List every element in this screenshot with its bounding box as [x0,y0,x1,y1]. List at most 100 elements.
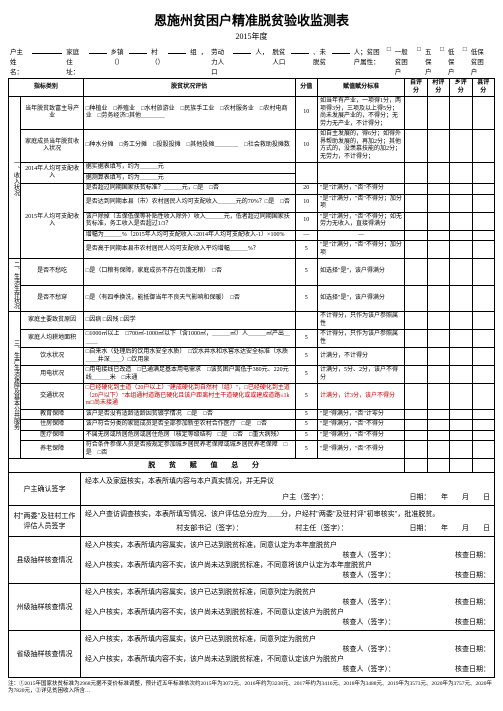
cell[interactable] [405,241,427,259]
cell[interactable] [472,97,495,130]
xiang-blank[interactable] [129,46,147,54]
cell[interactable] [405,312,427,330]
cell[interactable] [472,459,495,473]
cell[interactable] [427,420,449,431]
cell[interactable] [405,212,427,230]
sig4-who2[interactable]: 核查人（签字）： [343,618,396,626]
cell[interactable] [450,430,472,441]
cell[interactable] [405,459,427,473]
ldl-blank[interactable] [233,46,251,54]
cell[interactable] [472,212,495,230]
cell[interactable] [472,409,495,420]
cell[interactable] [450,348,472,366]
cell[interactable] [450,241,472,259]
cell[interactable] [405,97,427,130]
cell[interactable] [405,348,427,366]
cell[interactable] [405,384,427,410]
cell[interactable] [472,194,495,212]
cell[interactable] [472,420,495,431]
cell[interactable] [427,194,449,212]
cell[interactable] [450,441,472,459]
cell[interactable] [450,163,472,184]
cell[interactable] [405,163,427,184]
sig3-who2[interactable]: 核查人（签字）： [343,571,396,579]
cell[interactable] [450,130,472,163]
cell[interactable] [427,285,449,312]
cell[interactable] [450,184,472,195]
cell[interactable] [450,384,472,410]
cell[interactable] [427,312,449,330]
cell[interactable] [450,194,472,212]
cell[interactable] [450,230,472,241]
cun-blank[interactable] [168,46,186,54]
cell[interactable] [405,409,427,420]
sig4-date2[interactable]: 核查日期： [455,618,490,626]
cell[interactable] [427,212,449,230]
cell[interactable] [427,409,449,420]
sig5-who2[interactable]: 核查人（签字）： [343,665,396,673]
cell[interactable] [472,312,495,330]
cell[interactable] [427,97,449,130]
sig5-who1[interactable]: 核查人（签字）： [343,645,396,653]
cell[interactable] [450,330,472,348]
cell[interactable] [472,230,495,241]
cell[interactable] [472,384,495,410]
cell[interactable] [405,330,427,348]
sig2-date[interactable]: 日期： 年 月 日 [410,524,491,532]
cell[interactable] [472,163,495,184]
cell[interactable] [472,285,495,312]
cell[interactable] [472,130,495,163]
cell[interactable] [450,459,472,473]
cell[interactable] [472,259,495,286]
cell[interactable] [472,241,495,259]
sig1-who[interactable]: 户主（签字）： [282,493,328,501]
cell[interactable] [405,285,427,312]
wtp-blank[interactable] [332,46,350,54]
cell[interactable] [450,259,472,286]
cell[interactable] [427,348,449,366]
cell[interactable] [472,366,495,384]
cell[interactable] [427,459,449,473]
addr-blank[interactable] [89,46,107,54]
cell[interactable] [427,130,449,163]
cell[interactable] [450,366,472,384]
cell[interactable] [472,430,495,441]
cell[interactable] [472,184,495,195]
sig3-date1[interactable]: 核查日期： [455,551,490,559]
cell[interactable] [405,441,427,459]
cell[interactable] [427,330,449,348]
chk-dibaopin[interactable] [463,46,467,76]
cell[interactable] [427,430,449,441]
cell[interactable] [427,384,449,410]
sig2-who[interactable]: 村支部书记（签字）： 村主任（签字）： [176,524,348,532]
cell[interactable] [427,184,449,195]
cell[interactable] [472,330,495,348]
cell[interactable] [405,130,427,163]
sig4-who1[interactable]: 核查人（签字）： [343,598,396,606]
cell[interactable] [472,348,495,366]
cell[interactable] [450,285,472,312]
cell[interactable] [450,420,472,431]
sig4-date1[interactable]: 核查日期： [455,598,490,606]
sig5-date1[interactable]: 核查日期： [455,645,490,653]
cell[interactable] [427,366,449,384]
cell[interactable] [450,212,472,230]
cell[interactable] [450,97,472,130]
cell[interactable] [472,441,495,459]
sig3-who1[interactable]: 核查人（签字）： [343,551,396,559]
cell[interactable] [427,259,449,286]
cell[interactable] [405,420,427,431]
chk-general[interactable] [387,46,391,76]
cell[interactable] [405,230,427,241]
sig1-date[interactable]: 日期： 年 月 日 [410,493,491,501]
cell[interactable] [405,184,427,195]
cell[interactable] [427,163,449,184]
cell[interactable] [427,241,449,259]
cell[interactable] [427,441,449,459]
cell[interactable] [450,312,472,330]
cell[interactable] [405,430,427,441]
cell[interactable] [450,409,472,420]
cell[interactable] [318,163,405,184]
cell[interactable] [405,259,427,286]
chk-wubao[interactable] [417,46,421,76]
